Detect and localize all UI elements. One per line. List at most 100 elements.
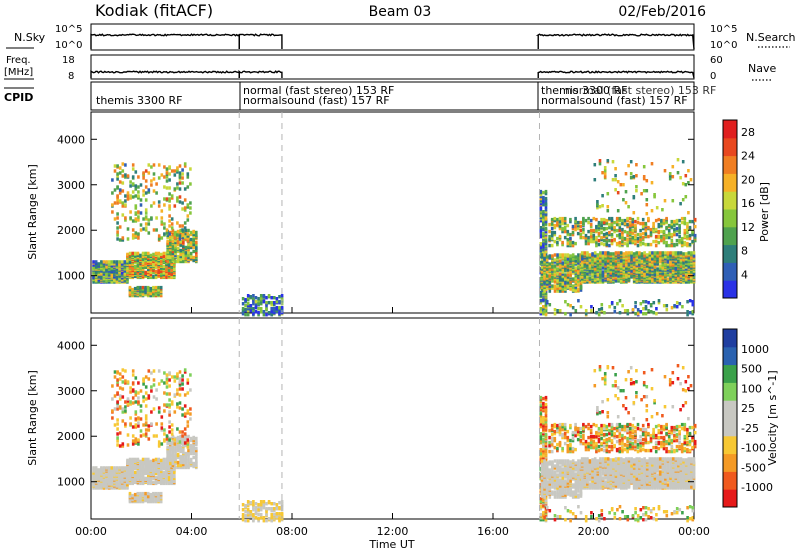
power-cell [632,279,636,283]
power-cell [542,312,545,316]
power-cell [186,214,190,218]
power-cell [655,307,658,311]
power-cell [160,271,163,276]
power-cell [166,259,169,264]
power-cell [589,231,593,236]
power-cell [564,256,567,260]
power-cell [666,256,670,260]
power-cell [604,274,607,278]
power-cell [571,230,575,235]
power-cell [681,182,685,186]
power-cell [137,218,140,222]
velocity-cell [169,448,172,453]
power-cell [257,307,260,311]
velocity-cell [170,442,174,446]
velocity-cell [137,438,140,442]
power-cell [574,266,578,270]
power-cell [591,279,594,283]
power-cell [686,300,689,304]
power-cell [649,229,653,234]
power-cell [550,217,554,222]
velocity-cell [121,395,125,399]
power-cell [241,311,245,315]
velocity-cell [139,434,143,438]
velocity-cell [170,474,173,479]
power-cell [113,260,116,264]
power-cell [670,243,674,248]
power-cell [640,270,644,274]
power-cell [691,232,694,237]
power-cell [545,269,549,273]
power-cell [687,251,691,255]
power-cell [139,223,143,227]
power-cell [113,217,117,221]
power-cell [133,286,137,291]
velocity-cell [171,445,175,450]
velocity-cell [187,450,190,455]
power-cell [128,251,132,256]
velocity-cell [116,378,119,382]
power-cell [686,241,689,246]
power-cell [634,301,637,305]
power-cell [587,235,590,240]
velocity-cell [131,459,134,464]
power-cell [592,216,596,221]
velocity-cell [176,455,180,460]
power-cell [195,248,198,253]
velocity-cell [152,497,155,502]
power-cell [189,254,193,259]
power-cell [564,300,567,304]
power-cell [590,305,593,309]
power-cell [599,253,602,257]
power-cell [602,220,606,225]
velocity-cell [249,501,253,505]
power-cell [179,239,182,244]
velocity-cell [163,438,166,442]
velocity-cell [186,440,190,444]
trace-line [238,69,283,79]
velocity-cell [118,405,122,409]
velocity-cell [113,423,117,427]
power-cell [663,169,667,173]
power-cell [591,256,594,260]
velocity-cell [160,475,163,480]
power-cell [571,271,575,275]
power-cell [645,198,649,202]
power-cell [626,222,629,227]
power-cell [564,312,567,316]
velocity-cell [139,472,142,477]
velocity-cell [179,448,182,453]
velocity-cell [116,400,119,404]
power-cell [113,201,117,205]
power-cell [635,270,639,274]
velocity-cell [182,458,185,463]
power-cell [601,270,605,274]
power-cell [606,159,610,163]
velocity-cell [163,428,166,432]
power-cell [163,232,166,236]
power-cell [587,229,590,234]
power-cell [598,205,602,209]
power-cell [142,189,145,193]
velocity-cell [116,407,119,411]
velocity-cell [179,457,182,462]
power-cell [571,262,575,266]
power-cell [144,191,148,195]
power-cell [610,301,614,305]
power-cell [176,259,180,264]
power-cell [641,224,645,229]
power-cell [173,270,176,275]
power-cell [111,203,114,207]
velocity-cell [118,386,122,390]
velocity-cell [167,477,171,482]
power-cell [650,162,654,166]
power-cell [641,221,645,226]
power-cell [141,267,145,272]
power-cell [587,238,590,243]
velocity-cell [178,401,182,405]
power-cell [569,280,572,284]
power-cell [178,200,182,204]
power-cell [548,256,552,260]
power-cell [542,308,545,312]
